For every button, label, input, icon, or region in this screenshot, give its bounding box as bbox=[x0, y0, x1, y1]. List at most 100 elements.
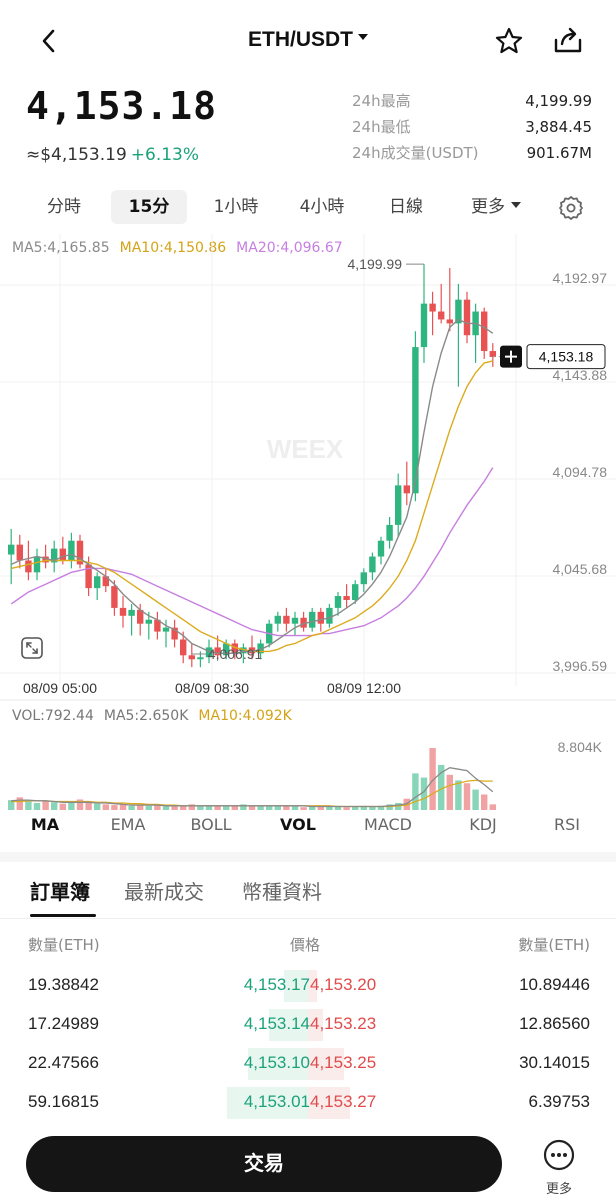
volume-bar bbox=[291, 805, 299, 810]
volume-bar bbox=[326, 806, 333, 810]
favorite-button[interactable] bbox=[494, 26, 524, 56]
candle-body bbox=[188, 655, 195, 660]
candle-body bbox=[154, 619, 161, 632]
bid-depth-bar bbox=[248, 1048, 308, 1080]
volume-bar bbox=[145, 805, 152, 810]
candle-body bbox=[42, 556, 49, 563]
ask-depth-bar bbox=[308, 1009, 323, 1041]
x-tick-label: 08/09 05:00 bbox=[23, 680, 97, 696]
volume-bar bbox=[111, 805, 118, 810]
stat-label: 24h最高 bbox=[352, 92, 411, 110]
volume-bar bbox=[403, 798, 410, 810]
stat-value: 4,199.99 bbox=[525, 92, 592, 110]
tab-timeframe-more[interactable]: 更多 bbox=[456, 190, 536, 224]
candle-body bbox=[197, 657, 204, 660]
candles bbox=[8, 264, 496, 668]
candle-body bbox=[377, 540, 385, 557]
volume-bar bbox=[248, 805, 256, 810]
candle-body bbox=[395, 485, 402, 525]
volume-bar bbox=[16, 797, 23, 810]
volume-bar bbox=[274, 805, 281, 810]
candle-body bbox=[300, 617, 307, 628]
candle-body bbox=[489, 351, 496, 357]
candle-body bbox=[137, 609, 144, 624]
caret-down-icon bbox=[511, 202, 521, 208]
vol-ma5-legend: MA5:2.650K bbox=[103, 708, 189, 724]
y-tick-label: 4,045.68 bbox=[553, 561, 608, 577]
volume-bar bbox=[300, 807, 307, 810]
candle-body bbox=[68, 540, 75, 561]
candle-body bbox=[386, 524, 393, 541]
tab-recent-trades[interactable]: 最新成交 bbox=[124, 876, 204, 905]
candle-body bbox=[240, 647, 247, 654]
bid-depth-bar bbox=[284, 970, 308, 1002]
tab-timeframe-line[interactable]: 分時 bbox=[30, 190, 98, 224]
share-button[interactable] bbox=[552, 26, 584, 56]
tab-label: 4小時 bbox=[299, 197, 345, 217]
pair-selector[interactable]: ETH/USDT bbox=[0, 28, 616, 52]
orderbook-row[interactable]: 19.38842 4,153.17 4,153.20 10.89446 bbox=[0, 966, 616, 1005]
low-label: 4,006.91 bbox=[208, 646, 263, 662]
volume-ma5-line bbox=[11, 767, 494, 808]
tab-label: 日線 bbox=[389, 197, 423, 217]
orderbook-row[interactable]: 22.47566 4,153.10 4,153.25 30.14015 bbox=[0, 1044, 616, 1083]
tab-timeframe-1h[interactable]: 1小時 bbox=[200, 190, 272, 224]
volume-bar bbox=[68, 802, 75, 810]
candle-body bbox=[352, 584, 359, 600]
bid-price: 4,153.01 bbox=[243, 1092, 310, 1111]
ask-qty: 12.86560 bbox=[519, 1014, 590, 1033]
volume-bar bbox=[266, 805, 273, 810]
tab-timeframe-4h[interactable]: 4小時 bbox=[286, 190, 358, 224]
tab-coin-info[interactable]: 幣種資料 bbox=[242, 876, 322, 905]
tab-timeframe-1d[interactable]: 日線 bbox=[372, 190, 440, 224]
fullscreen-button[interactable] bbox=[20, 636, 44, 660]
candlestick-chart[interactable]: WEEX 4,192.97 4,143.88 4,094.78 4,045.68 3,9… bbox=[0, 226, 616, 812]
tab-orderbook[interactable]: 訂單簿 bbox=[30, 876, 90, 905]
volume-bar bbox=[76, 799, 84, 810]
volume-bar bbox=[94, 803, 101, 810]
ask-qty: 30.14015 bbox=[519, 1053, 590, 1072]
stat-row-volume: 24h成交量(USDT) 901.67M bbox=[352, 140, 592, 166]
candle-body bbox=[283, 615, 290, 624]
tab-label: 訂單簿 bbox=[30, 880, 90, 904]
volume-bar bbox=[463, 783, 471, 810]
candle-body bbox=[16, 544, 23, 561]
y-tick-label: 4,094.78 bbox=[553, 464, 608, 480]
ask-qty-header: 數量(ETH) bbox=[518, 936, 590, 954]
indicator-kdj[interactable]: KDJ bbox=[438, 815, 528, 834]
chart-settings-button[interactable] bbox=[558, 195, 584, 221]
orderbook-row[interactable]: 59.16815 4,153.01 4,153.27 6.39753 bbox=[0, 1083, 616, 1122]
indicator-label: EMA bbox=[110, 815, 146, 834]
x-tick-label: 08/09 08:30 bbox=[175, 680, 249, 696]
indicator-ma[interactable]: MA bbox=[0, 815, 90, 834]
indicator-ema[interactable]: EMA bbox=[83, 815, 173, 834]
volume-bar bbox=[455, 780, 462, 810]
vol-ma10-legend: MA10:4.092K bbox=[198, 708, 292, 724]
volume-bar bbox=[352, 806, 359, 810]
indicator-rsi[interactable]: RSI bbox=[522, 815, 612, 834]
tab-timeframe-15m[interactable]: 15分 bbox=[111, 190, 187, 224]
expand-icon bbox=[21, 637, 43, 659]
indicator-vol[interactable]: VOL bbox=[253, 815, 343, 834]
indicator-label: BOLL bbox=[190, 815, 232, 834]
back-button[interactable] bbox=[34, 26, 64, 56]
indicator-macd[interactable]: MACD bbox=[343, 815, 433, 834]
bid-depth-bar bbox=[227, 1087, 308, 1119]
volume-bar bbox=[395, 802, 402, 810]
candle-body bbox=[455, 299, 462, 324]
trade-button[interactable]: 交易 bbox=[26, 1136, 502, 1192]
more-button[interactable]: 更多 bbox=[534, 1138, 584, 1197]
candle-body bbox=[429, 303, 436, 312]
indicator-boll[interactable]: BOLL bbox=[166, 815, 256, 834]
tab-label: 1小時 bbox=[213, 197, 259, 217]
bid-qty: 22.47566 bbox=[28, 1053, 99, 1072]
candle-body bbox=[111, 586, 118, 608]
last-price-tag-label: 4,153.18 bbox=[539, 349, 594, 365]
tab-label: 分時 bbox=[47, 197, 81, 217]
indicator-label: VOL bbox=[280, 815, 316, 834]
indicator-label: KDJ bbox=[469, 815, 497, 834]
volume-bar bbox=[25, 801, 32, 810]
candle-body bbox=[162, 627, 170, 632]
stats-panel: 24h最高 4,199.99 24h最低 3,884.45 24h成交量(USD… bbox=[352, 88, 592, 166]
orderbook-row[interactable]: 17.24989 4,153.14 4,153.23 12.86560 bbox=[0, 1005, 616, 1044]
